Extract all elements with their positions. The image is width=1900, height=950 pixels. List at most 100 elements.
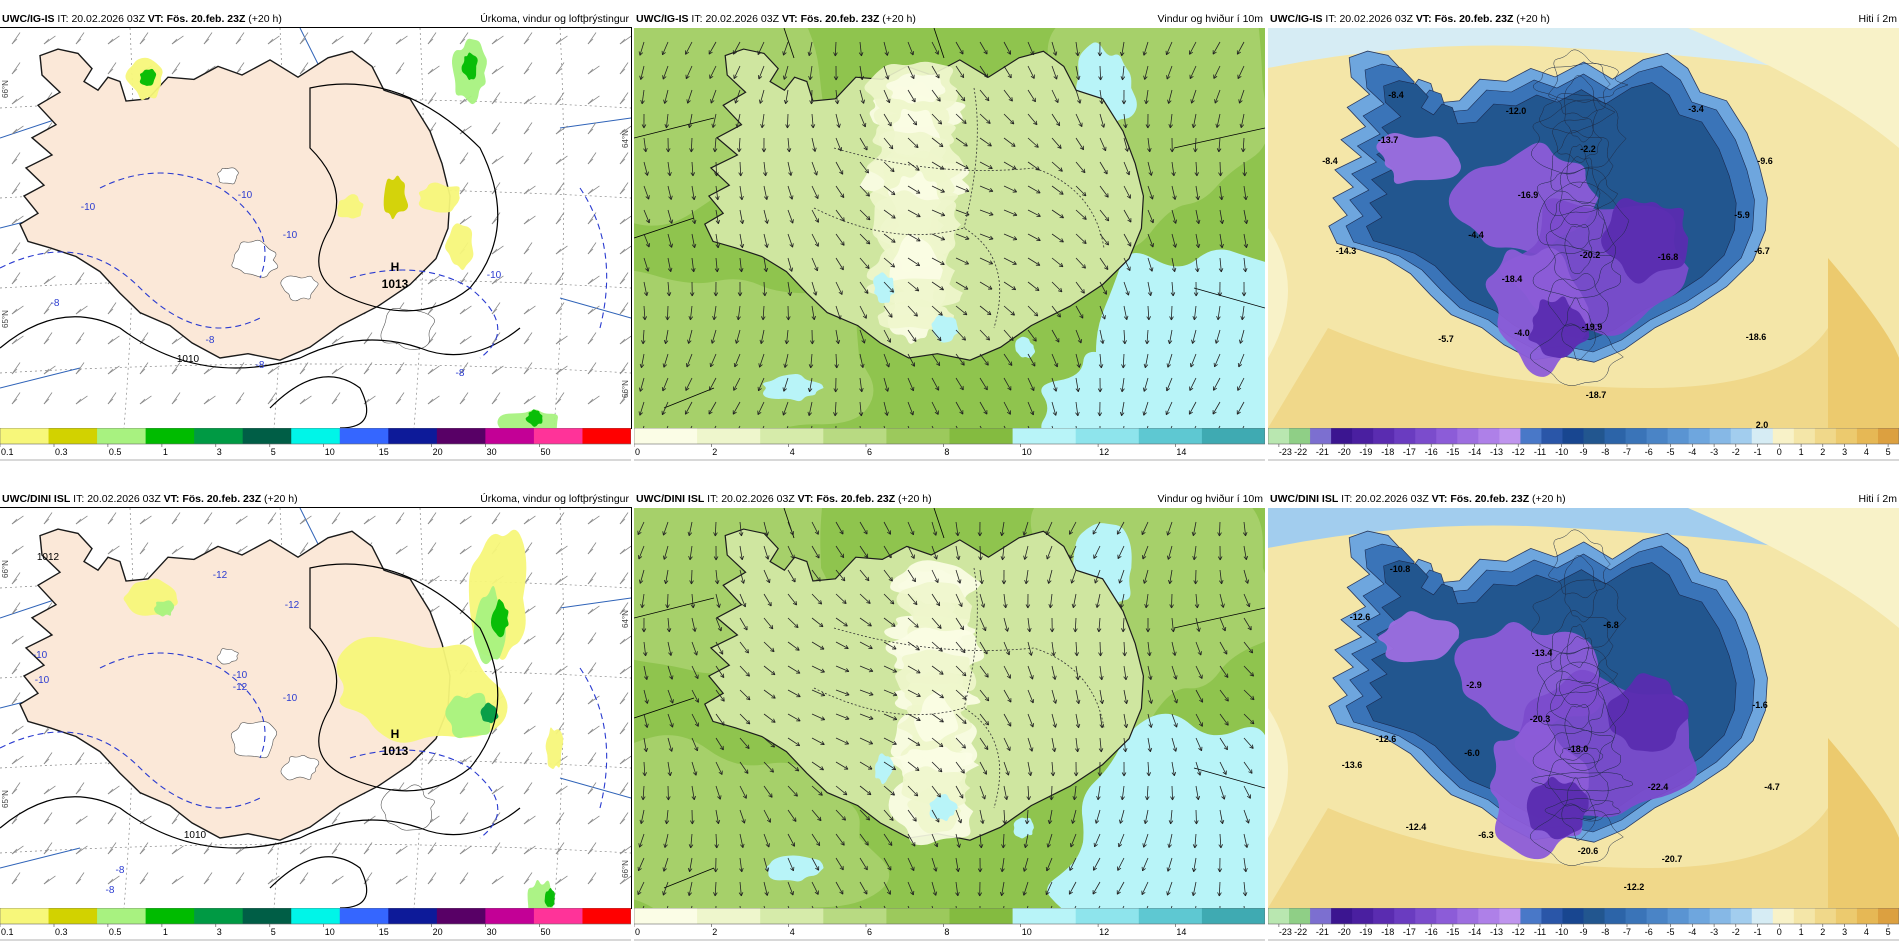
valid-time: Fös. 20.feb. 23Z [816,493,896,505]
temperature-label: -5.9 [1734,210,1750,220]
panel-header: UWC/DINI ISL IT: 20.02.2026 03Z VT: Fös.… [0,490,631,508]
colorbar-swatch [1688,908,1711,924]
latitude-label: 64°N [621,130,630,148]
init-time: 20.02.2026 03Z [705,13,779,25]
colorbar-tick: -7 [1623,447,1631,457]
colorbar-tick: -2 [1732,447,1740,457]
forecast-panel-temp: UWC/IG-IS IT: 20.02.2026 03Z VT: Fös. 20… [1268,10,1899,465]
colorbar-tick: 15 [379,927,389,937]
colorbar-swatch [1814,908,1837,924]
temperature-label: -18.7 [1586,390,1607,400]
colorbar-tick: 20 [433,927,443,937]
contour-label: -10 [487,270,502,281]
colorbar-tick: -3 [1710,447,1718,457]
colorbar-tick: 5 [1886,927,1891,937]
map-view [634,508,1265,908]
colorbar-swatch [1730,428,1753,444]
colorbar-swatch [1814,428,1837,444]
colorbar-swatch [485,908,535,924]
colorbar-tick: 0.3 [55,447,68,457]
colorbar-tick: 0.3 [55,927,68,937]
colorbar-tick: -9 [1579,447,1587,457]
colorbar-swatch [1268,428,1290,444]
map-view: -10 -10 -10 -10 -8 -8 -8 -8 1010 H 1013 66°N 65°N 64°… [0,27,632,429]
colorbar-tick: 0 [635,927,640,937]
init-time: 20.02.2026 03Z [1355,493,1429,505]
colorbar-tick: -4 [1688,447,1696,457]
region-borders [813,567,1105,809]
map-labels: -8.4 -13.7 -8.4 -12.0 -3.4 -2.2 -9.6 -16.9 -5.9 -… [1322,90,1773,428]
colorbar-tick: -19 [1359,447,1372,457]
colorbar-tick: 0.5 [109,447,122,457]
temperature-label: -20.3 [1530,714,1551,724]
colorbar: 0 2 4 6 8 10 12 14 [634,908,1265,941]
it-label: IT: [691,13,703,25]
legend: 0 2 4 6 8 10 12 14 [634,908,1265,942]
model-name: UWC/IG-IS [1270,13,1323,25]
colorbar-swatch [1138,428,1203,444]
colorbar-swatch [533,908,583,924]
colorbar-tick: 2 [712,927,717,937]
run-info: UWC/DINI ISL IT: 20.02.2026 03Z VT: Fös.… [2,490,298,508]
map-view [634,28,1265,428]
colorbar-swatch [1310,428,1332,444]
colorbar-swatch [145,908,195,924]
colorbar: -23 -22 -21 -20 -19 -18 -17 -16 -15 -14 -13 -12 -11-… [1268,428,1899,461]
colorbar-tick: -10 [1555,927,1568,937]
map-view: -10.8 -12.6 -13.4 -6.8 -2.9 -20.3 -1.6 -12.6 -13… [1268,508,1899,908]
model-name: UWC/DINI ISL [1270,493,1339,505]
valid-time: Fös. 20.feb. 23Z [182,493,262,505]
colorbar-swatch [1667,908,1690,924]
temperature-label: -6.7 [1754,246,1770,256]
init-time: 20.02.2026 03Z [71,13,145,25]
colorbar-swatch [1478,428,1500,444]
forecast-panel-precip: UWC/IG-IS IT: 20.02.2026 03Z VT: Fös. 20… [0,10,632,465]
contour-label: -8 [456,368,465,379]
colorbar-tick: 0.1 [1,447,14,457]
valid-time: Fös. 20.feb. 23Z [1434,13,1514,25]
colorbar-swatch [97,908,147,924]
valid-time: Fös. 20.feb. 23Z [1450,493,1530,505]
panel-header: UWC/IG-IS IT: 20.02.2026 03Z VT: Fös. 20… [634,10,1265,28]
colorbar-tick: -4 [1688,927,1696,937]
latitude-label: 65°N [1,790,10,808]
colorbar-tick: -6 [1645,447,1653,457]
temperature-label: -12.6 [1376,734,1397,744]
colorbar-tick: -20 [1338,927,1351,937]
colorbar-tick: 30 [487,927,497,937]
lead-time: (+20 h) [248,13,282,25]
colorbar-tick: -20 [1338,447,1351,457]
temperature-label: -3.4 [1688,104,1704,114]
colorbar-tick: 10 [1022,927,1032,937]
colorbar-swatch [1201,428,1265,444]
colorbar-swatch [1331,428,1353,444]
glaciers [217,167,435,350]
colorbar-tick: -21 [1316,927,1329,937]
colorbar-tick: -6 [1645,927,1653,937]
colorbar-swatch [1201,908,1265,924]
contour-label: 1012 [37,552,60,563]
temperature-label: -13.4 [1532,648,1553,658]
colorbar-swatch [48,428,98,444]
colorbar-tick: 14 [1176,927,1186,937]
colorbar-swatch [1436,428,1458,444]
colorbar-swatch [1856,908,1879,924]
colorbar-tick: -23 [1279,927,1292,937]
colorbar-swatch [1499,908,1521,924]
colorbar-swatch [1709,428,1732,444]
temperature-label: -4.4 [1468,230,1484,240]
colorbar-tick: -15 [1446,927,1459,937]
model-name: UWC/IG-IS [2,13,55,25]
colorbar-swatch [145,428,195,444]
contour-label: 1013 [382,277,409,291]
vt-label: VT: [1415,13,1432,25]
contour-label: -10 [33,650,48,661]
forecast-panel-wind: UWC/DINI ISL IT: 20.02.2026 03Z VT: Fös.… [634,490,1265,945]
temperature-label: -2.9 [1466,680,1482,690]
colorbar-tick: 12 [1099,447,1109,457]
contour-label: -12 [233,682,248,693]
precipitation-areas [125,38,558,428]
colorbar-swatch [1289,908,1311,924]
colorbar-tick: -13 [1490,927,1503,937]
colorbar-tick: -17 [1403,927,1416,937]
